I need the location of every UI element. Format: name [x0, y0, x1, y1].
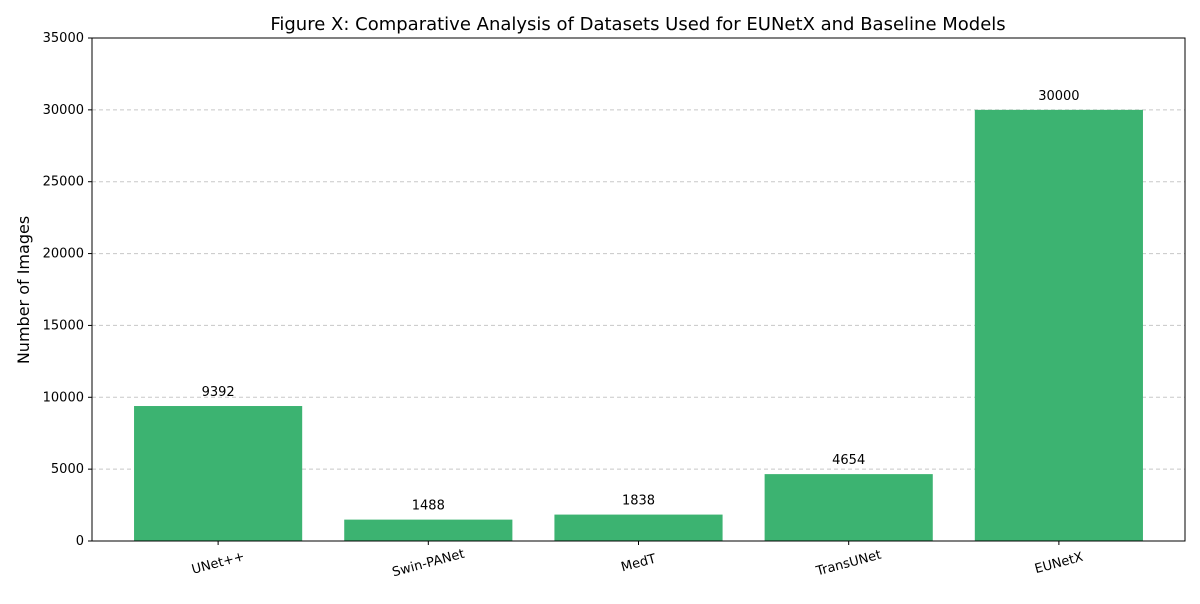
y-tick-label: 25000	[43, 175, 84, 190]
data-label: 4654	[832, 453, 865, 468]
x-tick-label: TransUNet	[814, 548, 883, 580]
y-axis-ticks: 0 5000 10000 15000 20000 25000 30000 35000	[43, 31, 92, 549]
x-tick-label: MedT	[620, 552, 658, 576]
bar-unet-	[134, 406, 303, 541]
data-labels: 9392 1488 1838 4654 30000	[202, 89, 1080, 514]
y-tick-label: 15000	[43, 318, 84, 333]
y-tick-label: 0	[76, 534, 84, 549]
y-tick-label: 10000	[43, 390, 84, 405]
bar-transunet	[764, 474, 933, 541]
y-tick-label: 35000	[43, 31, 84, 46]
x-tick-label: Swin-PANet	[391, 547, 467, 581]
bar-swin-panet	[344, 519, 513, 541]
bar-medt	[554, 514, 723, 541]
data-label: 1838	[622, 494, 655, 509]
y-tick-label: 5000	[51, 462, 84, 477]
bars	[134, 109, 1143, 541]
x-axis-ticks: UNet++ Swin-PANet MedT TransUNet EUNetX	[190, 541, 1085, 580]
x-tick-label: EUNetX	[1033, 550, 1085, 577]
data-label: 30000	[1038, 89, 1079, 104]
y-tick-label: 30000	[43, 103, 84, 118]
chart-title: Figure X: Comparative Analysis of Datase…	[270, 14, 1005, 35]
y-axis-label: Number of Images	[14, 216, 33, 364]
plot-frame	[91, 37, 1186, 542]
bar-eunetx	[974, 109, 1143, 541]
data-label: 9392	[202, 385, 235, 400]
x-tick-label: UNet++	[190, 549, 246, 577]
data-label: 1488	[412, 499, 445, 514]
y-tick-label: 20000	[43, 247, 84, 262]
